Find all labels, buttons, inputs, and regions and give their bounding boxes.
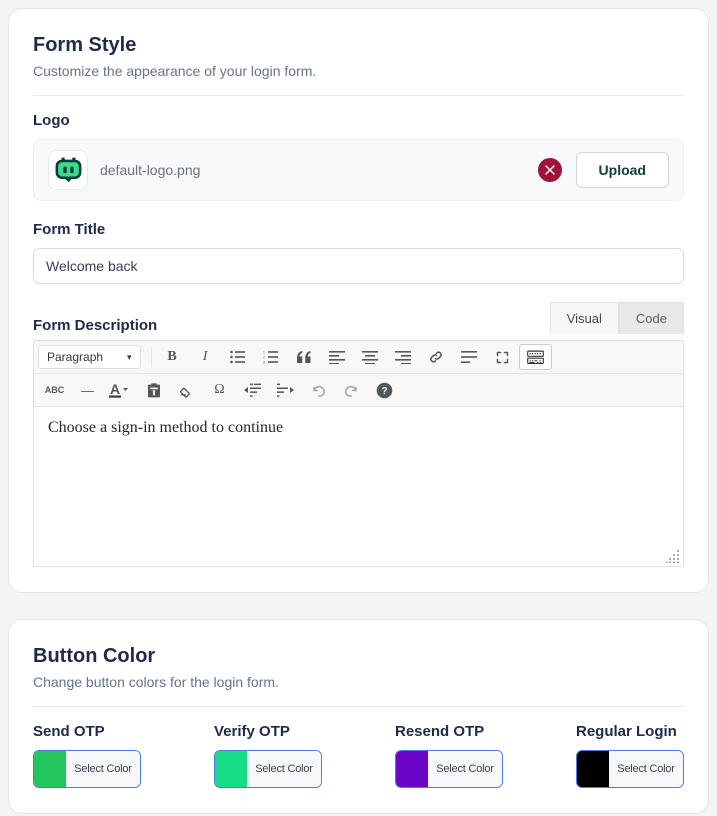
svg-text:3: 3: [263, 361, 265, 365]
svg-text:1: 1: [263, 351, 265, 355]
svg-text:?: ?: [381, 386, 387, 397]
svg-text:A: A: [110, 382, 120, 397]
svg-text:2: 2: [263, 356, 265, 360]
